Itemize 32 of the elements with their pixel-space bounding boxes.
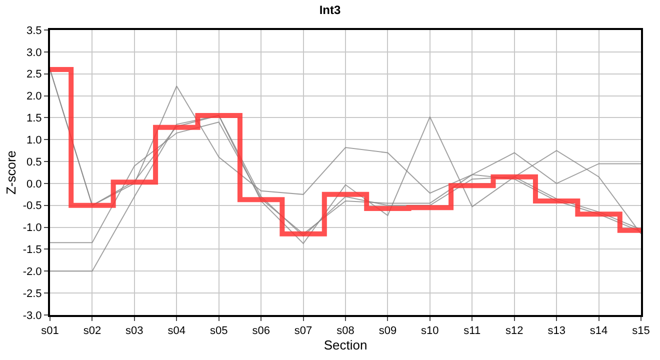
y-tick-label: 0.0 xyxy=(26,178,42,190)
x-tick-label: s01 xyxy=(41,325,59,338)
y-tick-label: 0.5 xyxy=(26,156,42,168)
y-tick-label: -1.5 xyxy=(22,244,42,256)
x-axis-title: Section xyxy=(324,337,368,352)
x-tick-label: s02 xyxy=(83,325,102,338)
y-tick-label: -0.5 xyxy=(22,200,42,212)
x-tick-label: s04 xyxy=(168,325,186,338)
x-tick-label: s14 xyxy=(590,325,608,338)
y-tick-label: 2.5 xyxy=(26,68,42,81)
x-tick-label: s08 xyxy=(336,325,354,338)
x-tick-label: s15 xyxy=(632,325,650,338)
y-tick-label: -3.0 xyxy=(22,310,42,322)
x-tick-label: s10 xyxy=(421,325,439,338)
x-tick-label: s12 xyxy=(505,325,524,338)
x-tick-label: s03 xyxy=(126,325,144,338)
x-tick-label: s11 xyxy=(464,325,481,338)
x-tick-label: s09 xyxy=(378,325,397,338)
y-tick-label: -2.5 xyxy=(22,288,42,300)
y-axis-title: Z-score xyxy=(3,150,18,195)
y-tick-label: 3.5 xyxy=(26,24,42,37)
x-tick-label: s06 xyxy=(252,325,270,338)
x-tick-label: s07 xyxy=(294,325,312,338)
y-tick-label: 1.5 xyxy=(26,112,42,125)
x-tick-label: s05 xyxy=(210,325,228,338)
y-tick-label: 2.0 xyxy=(26,90,42,103)
y-tick-label: 1.0 xyxy=(26,134,42,146)
y-tick-label: 3.0 xyxy=(26,46,42,59)
y-tick-label: -2.0 xyxy=(22,266,42,278)
y-tick-label: -1.0 xyxy=(22,222,42,234)
chart-title: Int3 xyxy=(319,2,341,17)
x-tick-label: s13 xyxy=(548,325,566,338)
